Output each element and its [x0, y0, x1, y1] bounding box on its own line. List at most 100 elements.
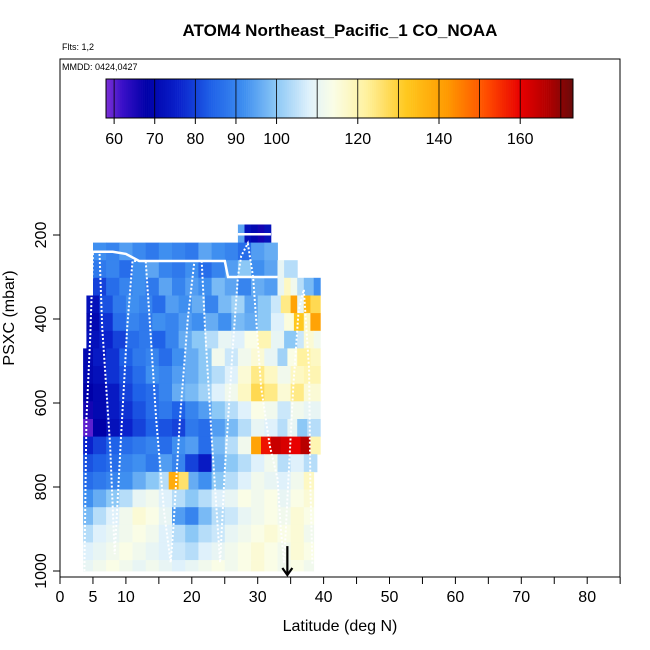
colorbar-segment	[304, 79, 308, 118]
colorbar-segment	[235, 79, 239, 118]
heatmap-cell	[218, 313, 232, 332]
heatmap-cell	[290, 366, 305, 384]
heatmap-cell	[264, 242, 278, 261]
heatmap-cell	[112, 295, 127, 314]
x-axis-tick-label: 0	[56, 589, 65, 606]
colorbar-segment	[510, 79, 513, 118]
colorbar-segment	[374, 79, 377, 118]
colorbar-segment	[526, 79, 529, 118]
colorbar-segment	[181, 79, 184, 118]
heatmap-cell	[145, 542, 160, 561]
arrow-head	[281, 567, 294, 577]
heatmap-cell	[172, 507, 186, 526]
heatmap-cell	[218, 330, 232, 349]
heatmap-cell	[251, 454, 265, 473]
heatmap-cell	[132, 507, 147, 526]
colorbar-segment	[441, 79, 444, 118]
heatmap-cell	[145, 560, 160, 572]
colorbar-segment	[436, 79, 440, 118]
heatmap-cell	[303, 507, 315, 526]
heatmap-cell	[83, 524, 94, 543]
colorbar-segment	[471, 79, 474, 118]
colorbar-segment	[384, 79, 387, 118]
colorbar-segment	[258, 79, 261, 118]
heatmap-cell	[168, 471, 179, 490]
colorbar-segment	[233, 79, 237, 118]
heatmap-cell	[158, 348, 173, 367]
colorbar-segment	[540, 79, 543, 118]
heatmap-cell	[237, 560, 252, 572]
heatmap-cell	[83, 348, 94, 367]
heatmap-cell	[211, 348, 226, 367]
colorbar-segment	[380, 79, 383, 118]
heatmap-cell	[224, 383, 239, 402]
colorbar-segment	[499, 79, 503, 118]
colorbar-segment	[566, 79, 570, 118]
heatmap-cell	[290, 295, 298, 314]
colorbar-segment	[353, 79, 357, 118]
heatmap-cell	[158, 383, 173, 402]
colorbar-segment	[219, 79, 223, 118]
heatmap-cell	[132, 383, 147, 402]
heatmap-cell	[284, 330, 298, 349]
colorbar-segment	[183, 79, 186, 118]
heatmap-cell	[257, 295, 272, 314]
heatmap-cell	[297, 348, 311, 367]
colorbar-segment	[467, 79, 470, 118]
heatmap-cell	[198, 260, 212, 279]
colorbar-segment	[514, 79, 517, 118]
colorbar-segment	[146, 79, 149, 118]
heatmap-cell	[158, 366, 173, 384]
heatmap-cell	[211, 454, 226, 473]
colorbar-segment	[485, 79, 489, 118]
heatmap-cell	[264, 560, 278, 572]
heatmap-cell	[251, 419, 265, 437]
heatmap-cell	[191, 295, 206, 314]
colorbar-segment	[309, 79, 312, 118]
colorbar-segment	[118, 79, 121, 118]
colorbar-segment	[225, 79, 229, 118]
heatmap-cell	[198, 524, 212, 543]
colorbar-segment	[168, 79, 172, 118]
heatmap-cell	[158, 401, 173, 420]
heatmap-cell	[270, 313, 285, 332]
heatmap-cell	[237, 419, 252, 437]
colorbar-segment	[205, 79, 208, 118]
heatmap-cell	[158, 277, 173, 296]
heatmap-cell	[93, 260, 107, 279]
colorbar-segment	[512, 79, 515, 118]
heatmap-cell	[106, 366, 120, 384]
heatmap-cell	[211, 260, 226, 279]
colorbar-segment	[363, 79, 367, 118]
colorbar-segment	[447, 79, 450, 118]
heatmap-cell	[158, 242, 173, 261]
heatmap-cell	[303, 330, 315, 349]
heatmap-cell	[106, 277, 120, 296]
colorbar-tick-label: 80	[186, 131, 204, 148]
colorbar-segment	[506, 79, 509, 118]
heatmap-cell	[185, 524, 199, 543]
heatmap-cell	[198, 560, 212, 572]
colorbar-segment	[371, 79, 375, 118]
colorbar-segment	[294, 79, 298, 118]
heatmap-cell	[172, 542, 186, 561]
heatmap-cell	[211, 242, 226, 261]
heatmap-cell	[119, 471, 133, 490]
colorbar-segment	[260, 79, 263, 118]
heatmap-cell	[224, 436, 239, 455]
colorbar-segment	[242, 79, 245, 118]
heatmap-cell	[303, 313, 311, 332]
colorbar-segment	[570, 79, 574, 118]
colorbar-segment	[481, 79, 484, 118]
heatmap-cell	[205, 313, 219, 332]
colorbar-segment	[209, 79, 212, 118]
colorbar-segment	[189, 79, 192, 118]
colorbar-segment	[376, 79, 379, 118]
colorbar-segment	[201, 79, 204, 118]
heatmap-cell	[303, 560, 315, 572]
heatmap-cell	[290, 560, 305, 572]
colorbar-segment	[160, 79, 164, 118]
colorbar-tick-label: 160	[507, 131, 534, 148]
colorbar-segment	[359, 79, 363, 118]
heatmap-cell	[224, 471, 239, 490]
